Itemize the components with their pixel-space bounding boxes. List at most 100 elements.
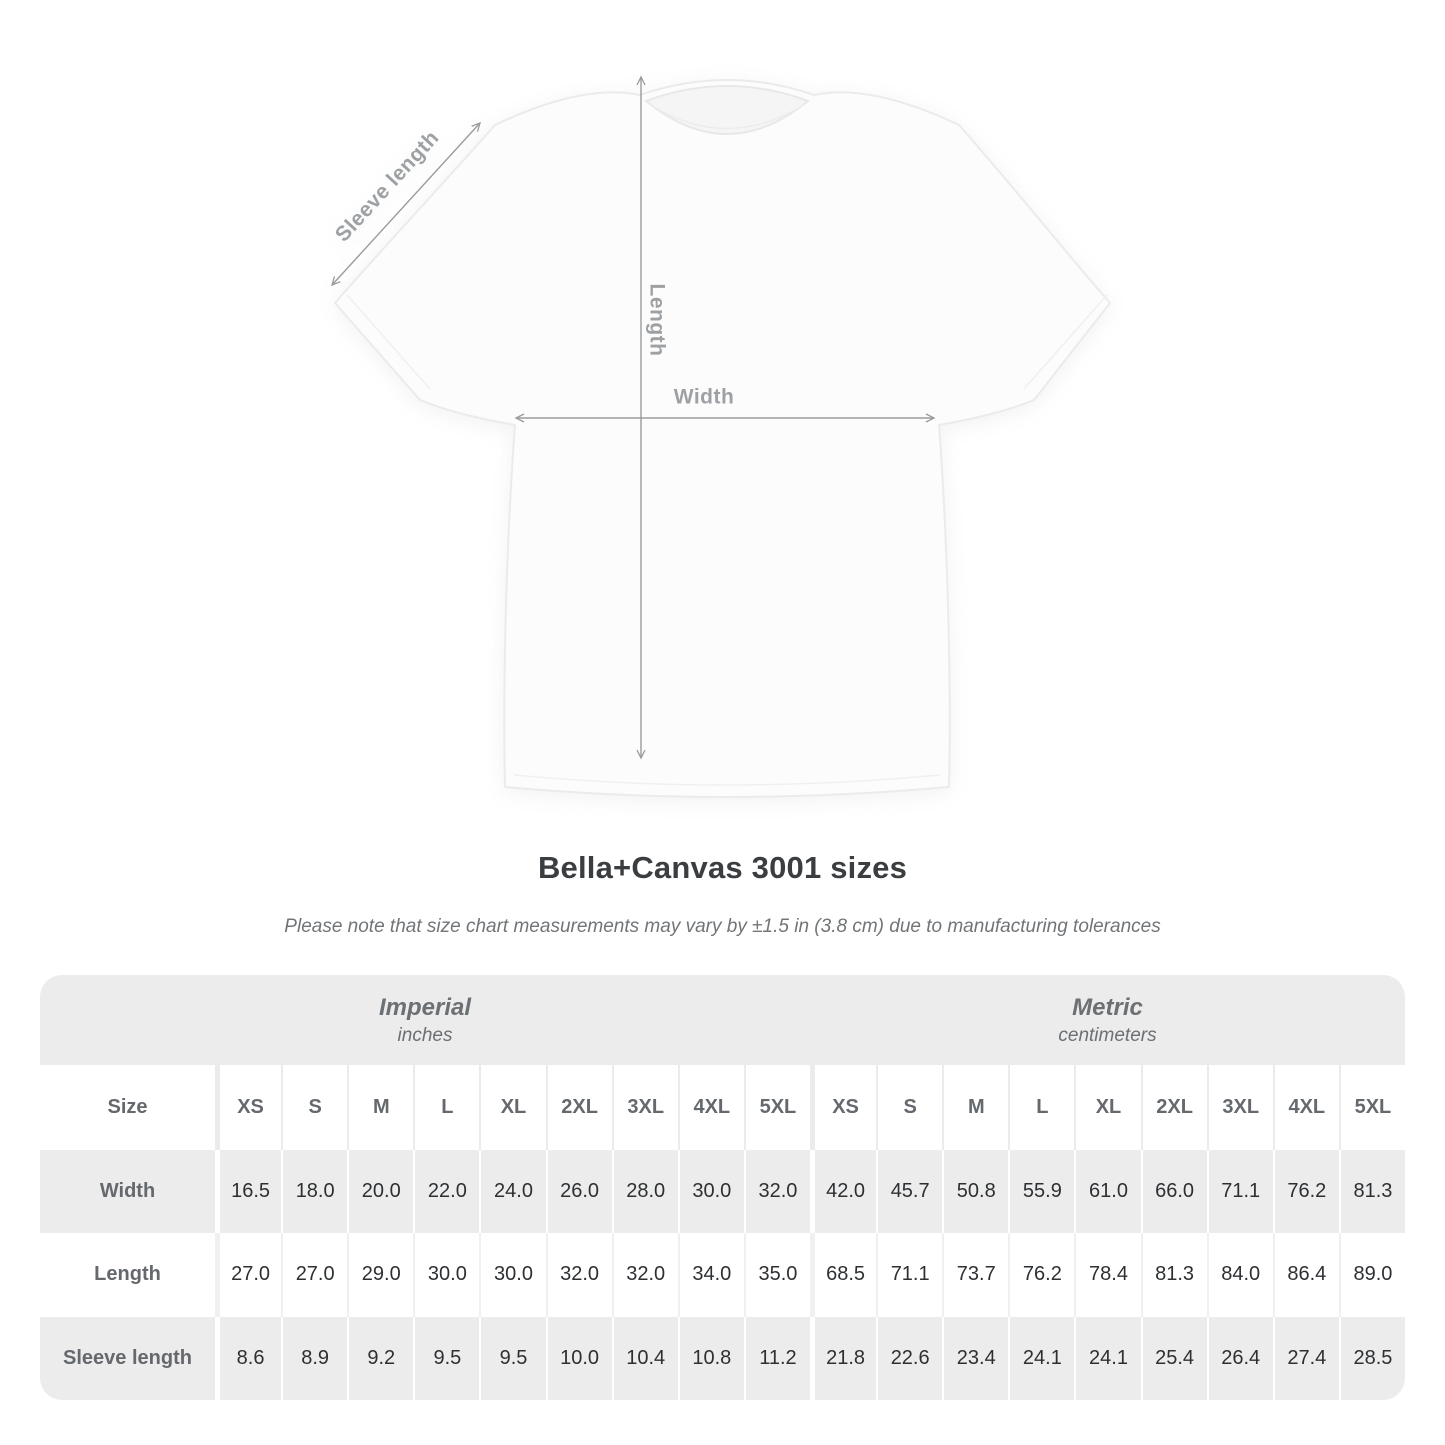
page-title: Bella+Canvas 3001 sizes [537, 850, 908, 885]
measure-row-sleeve-length: Sleeve length 8.6 8.9 9.2 9.5 9.5 10.0 10.4 10.8… [40, 1316, 1405, 1400]
cell-sleeve-length-imperial-5xl: 11.2 [743, 1316, 810, 1400]
cell-width-imperial-3xl: 28.0 [611, 1150, 678, 1234]
cell-width-imperial-m: 20.0 [347, 1150, 413, 1234]
cell-sleeve-length-imperial-s: 8.9 [281, 1316, 347, 1400]
size-head-imperial-xl: XL [479, 1065, 545, 1150]
cell-width-metric-3xl: 71.1 [1206, 1150, 1273, 1234]
tolerance-note: Please note that size chart measurements… [284, 916, 1161, 937]
cell-sleeve-length-metric-s: 22.6 [876, 1316, 942, 1400]
row-label-length: Length [94, 1263, 161, 1286]
tshirt-graphic: Sleeve length Length Width [331, 75, 1111, 798]
size-head-metric-s: S [876, 1065, 942, 1150]
cell-sleeve-length-metric-xs: 21.8 [810, 1316, 876, 1400]
sleeve-length-arrow [331, 121, 481, 287]
size-head-imperial-5xl: 5XL [743, 1065, 810, 1150]
size-header-row: Size XS S M L XL 2XL 3XL 4XL 5XL XS S M L XL 2XL 3XL 4XL 5… [40, 1065, 1405, 1150]
cell-sleeve-length-metric-3xl: 26.4 [1206, 1316, 1273, 1400]
size-head-imperial-s: S [281, 1065, 347, 1150]
cell-width-imperial-xl: 24.0 [479, 1150, 545, 1234]
size-head-imperial-l: L [413, 1065, 479, 1150]
cell-width-metric-4xl: 76.2 [1272, 1150, 1339, 1234]
cell-length-imperial-2xl: 32.0 [545, 1233, 612, 1317]
cell-length-imperial-5xl: 35.0 [743, 1233, 810, 1317]
size-head-metric-m: M [942, 1065, 1008, 1150]
tshirt-diagram: Sleeve length Length Width [302, 55, 1152, 835]
cell-length-metric-xs: 68.5 [810, 1233, 876, 1317]
cell-length-imperial-xl: 30.0 [479, 1233, 545, 1317]
tshirt-outline [334, 79, 1111, 798]
measure-row-length: Length 27.0 27.0 29.0 30.0 30.0 32.0 32.0 34.0 35… [40, 1233, 1405, 1317]
cell-sleeve-length-metric-m: 23.4 [942, 1316, 1008, 1400]
tshirt-collar-seam [648, 103, 806, 130]
cell-length-imperial-xs: 27.0 [215, 1233, 281, 1317]
cell-sleeve-length-imperial-4xl: 10.8 [677, 1316, 744, 1400]
size-head-metric-5xl: 5XL [1338, 1065, 1405, 1150]
cell-sleeve-length-metric-xl: 24.1 [1074, 1316, 1140, 1400]
size-head-metric-xs: XS [810, 1065, 876, 1150]
size-head-imperial-m: M [347, 1065, 413, 1150]
cell-sleeve-length-imperial-3xl: 10.4 [611, 1316, 678, 1400]
imperial-header: Imperial inches [40, 975, 810, 1065]
metric-unit: centimeters [1058, 1024, 1157, 1046]
cell-width-imperial-s: 18.0 [281, 1150, 347, 1234]
cell-width-metric-xs: 42.0 [810, 1150, 876, 1234]
cell-length-imperial-l: 30.0 [413, 1233, 479, 1317]
cell-length-metric-3xl: 84.0 [1206, 1233, 1273, 1317]
size-head-imperial-xs: XS [215, 1065, 281, 1150]
length-label: Length [645, 284, 668, 357]
tshirt-right-cuff-seam [1023, 294, 1108, 390]
size-head-metric-3xl: 3XL [1206, 1065, 1273, 1150]
row-label-width: Width [99, 1180, 156, 1203]
size-head-metric-l: L [1008, 1065, 1074, 1150]
width-label: Width [674, 386, 735, 409]
imperial-unit: inches [397, 1024, 453, 1046]
size-head-metric-2xl: 2XL [1140, 1065, 1207, 1150]
cell-width-metric-l: 55.9 [1008, 1150, 1074, 1234]
cell-width-imperial-4xl: 30.0 [677, 1150, 744, 1234]
tshirt-left-cuff-seam [346, 294, 431, 390]
size-column-header: Size [107, 1096, 148, 1118]
cell-length-metric-l: 76.2 [1008, 1233, 1074, 1317]
size-chart-grid: Size XS S M L XL 2XL 3XL 4XL 5XL XS S M L XL 2XL 3XL 4XL 5… [40, 1065, 1405, 1400]
cell-length-metric-4xl: 86.4 [1272, 1233, 1339, 1317]
cell-width-imperial-xs: 16.5 [215, 1150, 281, 1234]
cell-length-metric-s: 71.1 [876, 1233, 942, 1317]
cell-sleeve-length-imperial-2xl: 10.0 [545, 1316, 612, 1400]
row-label-sleeve-length: Sleeve length [63, 1346, 192, 1369]
cell-length-metric-m: 73.7 [942, 1233, 1008, 1317]
cell-width-imperial-5xl: 32.0 [743, 1150, 810, 1234]
metric-header: Metric centimeters [810, 975, 1405, 1065]
cell-sleeve-length-imperial-m: 9.2 [347, 1316, 413, 1400]
cell-sleeve-length-metric-4xl: 27.4 [1272, 1316, 1339, 1400]
cell-sleeve-length-metric-l: 24.1 [1008, 1316, 1074, 1400]
cell-length-metric-2xl: 81.3 [1140, 1233, 1207, 1317]
imperial-title: Imperial [378, 993, 472, 1021]
cell-width-metric-5xl: 81.3 [1338, 1150, 1405, 1234]
size-head-imperial-3xl: 3XL [611, 1065, 678, 1150]
size-head-metric-4xl: 4XL [1272, 1065, 1339, 1150]
size-head-imperial-4xl: 4XL [677, 1065, 744, 1150]
cell-length-imperial-s: 27.0 [281, 1233, 347, 1317]
cell-length-imperial-3xl: 32.0 [611, 1233, 678, 1317]
cell-width-imperial-2xl: 26.0 [545, 1150, 612, 1234]
unit-system-header-row: Imperial inches Metric centimeters [40, 975, 1405, 1065]
cell-sleeve-length-metric-2xl: 25.4 [1140, 1316, 1207, 1400]
cell-length-metric-5xl: 89.0 [1338, 1233, 1405, 1317]
tshirt-hem-seam [513, 774, 941, 786]
size-head-metric-xl: XL [1074, 1065, 1140, 1150]
cell-sleeve-length-metric-5xl: 28.5 [1338, 1316, 1405, 1400]
cell-width-metric-2xl: 66.0 [1140, 1150, 1207, 1234]
cell-length-imperial-4xl: 34.0 [677, 1233, 744, 1317]
metric-title: Metric [1072, 993, 1143, 1021]
cell-width-metric-m: 50.8 [942, 1150, 1008, 1234]
cell-sleeve-length-imperial-xs: 8.6 [215, 1316, 281, 1400]
cell-width-metric-s: 45.7 [876, 1150, 942, 1234]
cell-sleeve-length-imperial-l: 9.5 [413, 1316, 479, 1400]
cell-width-metric-xl: 61.0 [1074, 1150, 1140, 1234]
cell-length-metric-xl: 78.4 [1074, 1233, 1140, 1317]
size-chart-table: Imperial inches Metric centimeters Size X… [40, 975, 1405, 1400]
size-head-imperial-2xl: 2XL [545, 1065, 612, 1150]
cell-sleeve-length-imperial-xl: 9.5 [479, 1316, 545, 1400]
cell-width-imperial-l: 22.0 [413, 1150, 479, 1234]
